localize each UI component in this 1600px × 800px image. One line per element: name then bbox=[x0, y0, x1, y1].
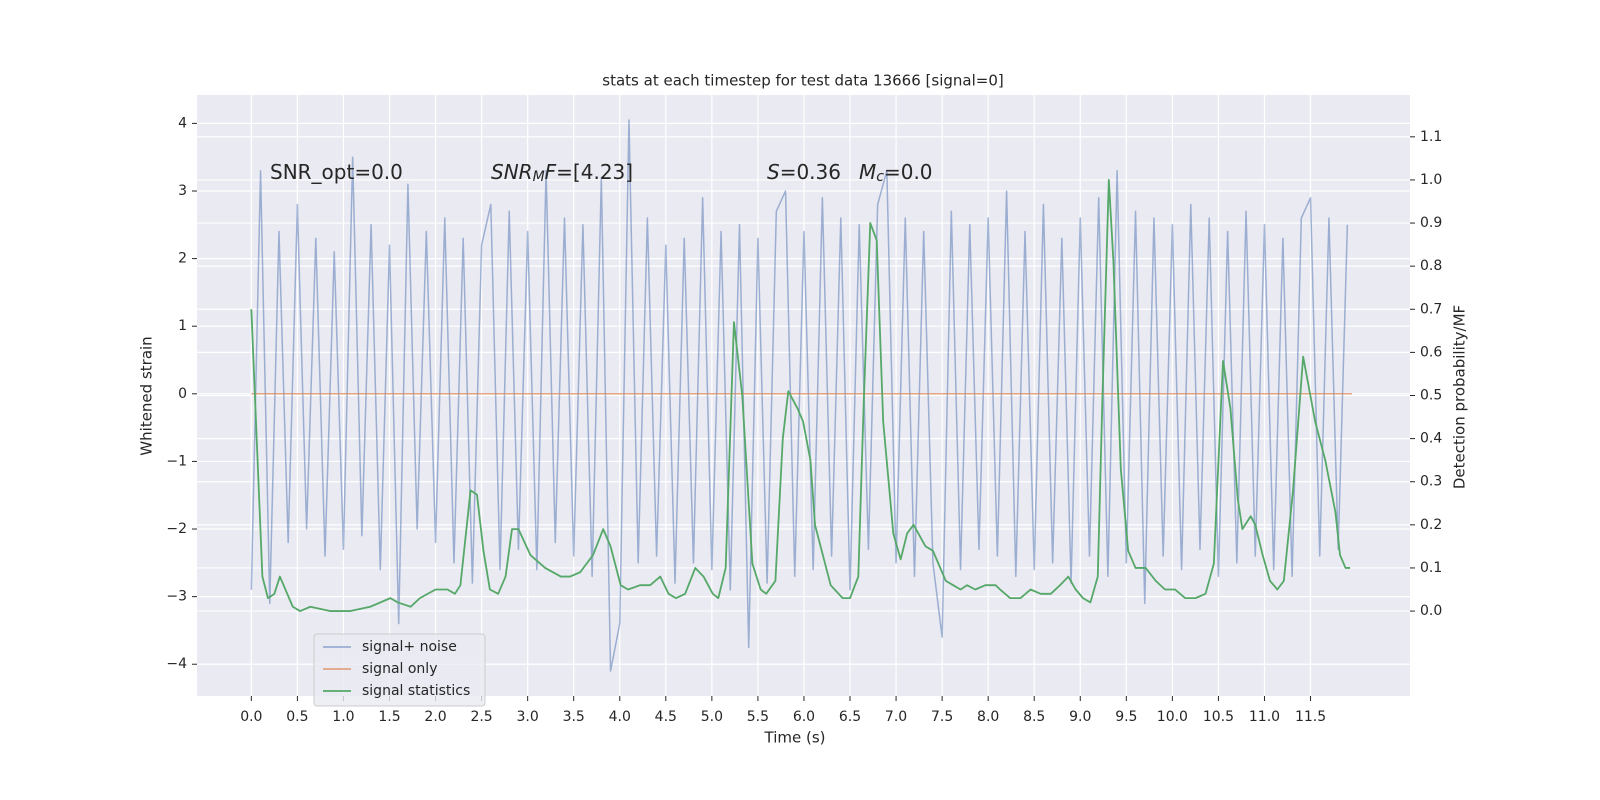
annotation: SNR_opt=0.0 bbox=[270, 160, 403, 184]
x-tick-label: 11.5 bbox=[1295, 709, 1326, 725]
y-tick-label: −1 bbox=[166, 453, 187, 469]
y2-tick-label: 0.9 bbox=[1420, 215, 1442, 231]
x-tick-label: 0.0 bbox=[240, 709, 262, 725]
y2-tick-label: 0.6 bbox=[1420, 344, 1442, 360]
annotation-part: F bbox=[545, 160, 557, 184]
x-tick-label: 6.0 bbox=[793, 709, 815, 725]
legend-label: signal only bbox=[362, 661, 437, 677]
y2-tick-label: 0.1 bbox=[1420, 560, 1442, 576]
series-line bbox=[250, 119, 1349, 672]
x-tick-label: 10.5 bbox=[1203, 709, 1234, 725]
y2-tick-label: 0.2 bbox=[1420, 517, 1442, 533]
x-tick-label: 7.5 bbox=[931, 709, 953, 725]
x-tick-label: 5.5 bbox=[747, 709, 769, 725]
x-tick-label: 9.0 bbox=[1069, 709, 1091, 725]
x-tick-label: 4.0 bbox=[609, 709, 631, 725]
y2-tick-label: 0.8 bbox=[1420, 258, 1442, 274]
x-tick-label: 5.0 bbox=[701, 709, 723, 725]
x-tick-label: 0.5 bbox=[286, 709, 308, 725]
annotation-part: M bbox=[859, 160, 876, 184]
y2-axis-label: Detection probability/MF bbox=[1451, 305, 1469, 489]
y2-tick-label: 0.3 bbox=[1420, 474, 1442, 490]
y-tick-label: 4 bbox=[178, 115, 187, 131]
annotation: S=0.36 bbox=[767, 160, 841, 184]
annotation: Mc=0.0 bbox=[859, 160, 933, 185]
x-tick-label: 1.5 bbox=[378, 709, 400, 725]
y2-tick-label: 1.0 bbox=[1420, 172, 1442, 188]
series-line bbox=[250, 179, 1351, 612]
x-tick-label: 3.0 bbox=[517, 709, 539, 725]
annotation-part: =[4.23] bbox=[556, 160, 633, 184]
x-tick-label: 2.0 bbox=[424, 709, 446, 725]
annotation-part: SNR_opt=0.0 bbox=[270, 160, 403, 184]
y-tick-label: −2 bbox=[166, 521, 187, 537]
y2-tick-label: 0.7 bbox=[1420, 301, 1442, 317]
x-tick-label: 2.5 bbox=[470, 709, 492, 725]
legend-label: signal+ noise bbox=[362, 639, 457, 655]
x-tick-label: 7.0 bbox=[885, 709, 907, 725]
x-tick-label: 9.5 bbox=[1115, 709, 1137, 725]
y-tick-label: 3 bbox=[178, 183, 187, 199]
y-tick-label: 2 bbox=[178, 251, 187, 267]
x-tick-label: 6.5 bbox=[839, 709, 861, 725]
annotation-part: =0.36 bbox=[780, 160, 841, 184]
annotation-part: SNR bbox=[491, 160, 533, 184]
y-tick-label: −4 bbox=[166, 656, 187, 672]
legend-label: signal statistics bbox=[362, 683, 470, 699]
x-tick-label: 4.5 bbox=[655, 709, 677, 725]
x-tick-label: 1.0 bbox=[332, 709, 354, 725]
annotation-part: c bbox=[876, 169, 884, 185]
x-tick-label: 10.0 bbox=[1157, 709, 1188, 725]
y2-tick-label: 0.5 bbox=[1420, 388, 1442, 404]
y2-tick-label: 1.1 bbox=[1420, 129, 1442, 145]
annotation-part: S bbox=[767, 160, 780, 184]
annotation-part: M bbox=[533, 169, 545, 185]
x-axis-label: Time (s) bbox=[764, 729, 826, 747]
legend: signal+ noise signal only signal statistic… bbox=[313, 633, 486, 707]
y-tick-label: 0 bbox=[178, 386, 187, 402]
y2-tick-label: 0.4 bbox=[1420, 431, 1442, 447]
legend-box bbox=[313, 633, 486, 707]
x-tick-label: 3.5 bbox=[563, 709, 585, 725]
annotation-part: =0.0 bbox=[884, 160, 933, 184]
x-tick-label: 8.0 bbox=[977, 709, 999, 725]
x-tick-label: 8.5 bbox=[1023, 709, 1045, 725]
y-tick-label: −3 bbox=[166, 589, 187, 605]
grid bbox=[192, 95, 1415, 701]
y2-tick-label: 0.0 bbox=[1420, 603, 1442, 619]
marks bbox=[250, 119, 1352, 672]
y-axis-label: Whitened strain bbox=[138, 336, 156, 455]
chart-title: stats at each timestep for test data 136… bbox=[602, 72, 1003, 90]
labels: 0.0 0.5 1.0 1.5 2.0 2.5 3.0 3.5 4.0 4.5 5.0 5.5 6.0 6… bbox=[166, 115, 1442, 725]
annotation: SNRMF=[4.23] bbox=[491, 160, 633, 185]
x-tick-label: 11.0 bbox=[1249, 709, 1280, 725]
y-tick-label: 1 bbox=[178, 318, 187, 334]
